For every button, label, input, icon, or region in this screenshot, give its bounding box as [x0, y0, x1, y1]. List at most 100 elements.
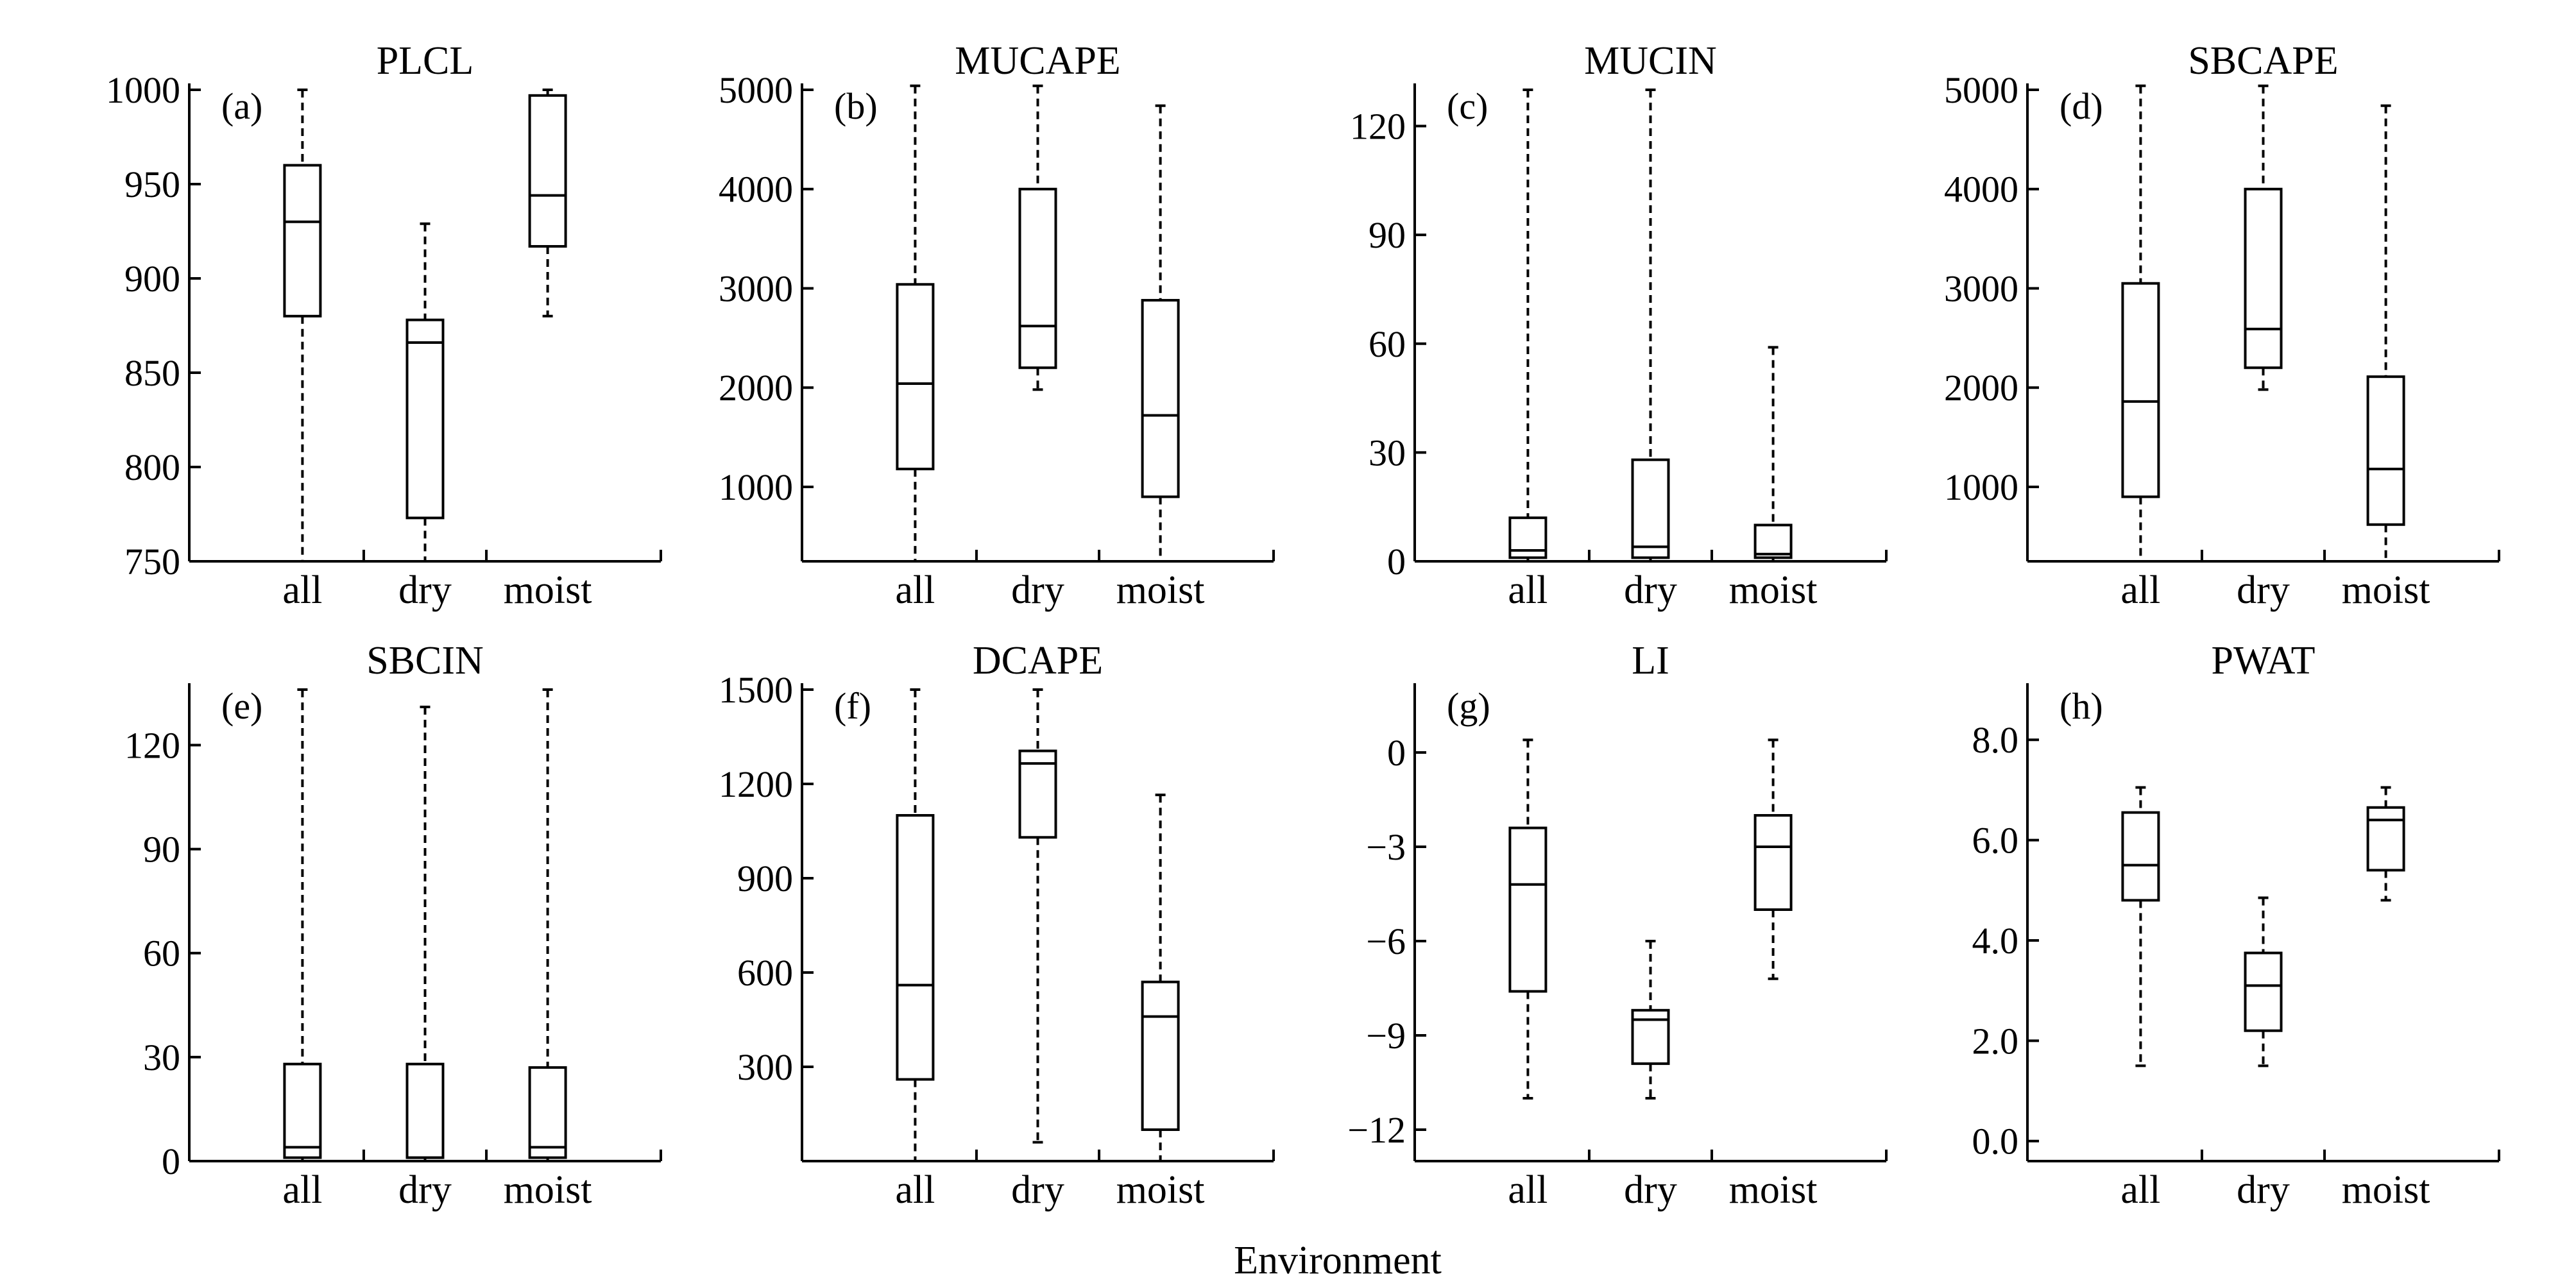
y-tick-label: 300	[737, 1046, 793, 1088]
iqr-box	[2244, 187, 2283, 370]
iqr-box	[2366, 806, 2405, 872]
y-tick-label: 6.0	[1972, 820, 2019, 862]
iqr-box	[2366, 375, 2405, 526]
panel-title: PWAT	[2212, 639, 2316, 683]
y-tick-label: 4000	[719, 169, 793, 210]
box-dry	[2244, 84, 2283, 391]
y-tick-label: −9	[1366, 1015, 1406, 1057]
panel-label: (a)	[221, 85, 262, 127]
x-tick-label: dry	[2237, 1168, 2290, 1212]
x-tick-label: moist	[504, 1168, 592, 1212]
panel-title: PLCL	[377, 39, 474, 83]
box-all	[1508, 89, 1548, 563]
x-tick-label: moist	[504, 568, 592, 612]
box-moist	[1753, 346, 1793, 563]
y-tick-label: 2.0	[1972, 1020, 2019, 1062]
box-all	[896, 688, 935, 1162]
y-tick-label: 900	[737, 858, 793, 899]
x-tick-label: dry	[1011, 568, 1064, 612]
y-tick-label: 600	[737, 952, 793, 994]
box-dry	[405, 222, 445, 563]
panel-title: SBCIN	[366, 639, 484, 683]
box-all	[2121, 786, 2160, 1067]
panel-label: (b)	[834, 85, 878, 127]
iqr-box	[1018, 749, 1057, 839]
x-tick-label: all	[2120, 568, 2160, 612]
x-axis-label: Environment	[1234, 1239, 1442, 1282]
iqr-box	[1508, 826, 1548, 993]
iqr-box	[283, 1062, 322, 1159]
panel-label: (g)	[1447, 685, 1490, 727]
y-tick-label: 2000	[719, 367, 793, 409]
x-tick-label: moist	[1729, 568, 1818, 612]
y-tick-label: 750	[124, 541, 180, 582]
x-tick-label: moist	[2342, 1168, 2430, 1212]
panel-li: LI (g) −12 −9 −6 −3 0 all dry moist	[1347, 639, 1888, 1212]
box-dry	[1631, 940, 1670, 1100]
y-tick-label: 3000	[719, 268, 793, 309]
iqr-box	[2121, 811, 2160, 902]
box-dry	[2244, 896, 2283, 1067]
x-tick-label: all	[2120, 1168, 2160, 1212]
x-tick-label: dry	[1624, 568, 1677, 612]
y-tick-label: 1000	[106, 69, 180, 111]
y-tick-label: 60	[1369, 323, 1406, 365]
box-moist	[528, 89, 567, 318]
box-moist	[2366, 104, 2405, 563]
iqr-box	[2121, 282, 2160, 498]
x-tick-label: all	[1508, 568, 1548, 612]
panel-mucin: MUCIN (c) 0 30 60 90 120 all dry moist	[1350, 39, 1888, 612]
box-moist	[1141, 104, 1180, 563]
y-tick-label: 120	[124, 724, 180, 766]
box-moist	[528, 688, 567, 1162]
y-tick-label: 120	[1350, 106, 1406, 148]
iqr-box	[1753, 814, 1793, 911]
box-moist	[1753, 738, 1793, 980]
y-tick-label: 1000	[1944, 466, 2018, 508]
box-all	[1508, 738, 1548, 1100]
box-dry	[1018, 84, 1057, 391]
y-tick-label: 0	[1387, 541, 1406, 582]
panel-label: (e)	[221, 685, 262, 727]
x-tick-label: dry	[2237, 568, 2290, 612]
panel-label: (h)	[2060, 685, 2103, 727]
panel-label: (d)	[2060, 85, 2103, 127]
box-moist	[1141, 794, 1180, 1162]
iqr-box	[283, 164, 322, 318]
box-all	[896, 84, 935, 563]
iqr-box	[528, 94, 567, 248]
x-tick-label: moist	[2342, 568, 2430, 612]
panel-label: (f)	[834, 685, 871, 727]
x-tick-label: all	[895, 568, 935, 612]
box-all	[2121, 84, 2160, 563]
x-tick-label: moist	[1116, 568, 1205, 612]
y-tick-label: 5000	[1944, 69, 2018, 111]
x-tick-label: all	[282, 1168, 322, 1212]
x-tick-label: dry	[1624, 1168, 1677, 1212]
y-tick-label: 2000	[1944, 367, 2018, 409]
panel-sbcape: SBCAPE (d) 1000 2000 3000 4000 5000 all dry moist	[1944, 39, 2500, 612]
y-tick-label: 30	[1369, 432, 1406, 473]
box-all	[283, 89, 322, 563]
y-tick-label: 30	[143, 1037, 180, 1078]
y-tick-label: 900	[124, 258, 180, 300]
panel-title: LI	[1632, 639, 1669, 683]
iqr-box	[1141, 980, 1180, 1131]
y-tick-label: 90	[143, 829, 180, 871]
iqr-box	[896, 814, 935, 1081]
panel-label: (c)	[1447, 85, 1488, 127]
panel-dcape: DCAPE (f) 300 600 900 1200 1500 all dry moist	[719, 639, 1275, 1212]
y-tick-label: 4000	[1944, 169, 2018, 210]
x-tick-label: dry	[398, 568, 452, 612]
panel-mucape: MUCAPE (b) 1000 2000 3000 4000 5000 all dry moist	[719, 39, 1275, 612]
x-tick-label: moist	[1116, 1168, 1205, 1212]
y-tick-label: 4.0	[1972, 920, 2019, 962]
y-tick-label: 3000	[1944, 268, 2018, 309]
y-tick-label: −12	[1347, 1109, 1406, 1151]
y-tick-label: 5000	[719, 69, 793, 111]
iqr-box	[896, 283, 935, 471]
y-tick-label: 60	[143, 933, 180, 974]
iqr-box	[1141, 299, 1180, 498]
y-tick-label: 800	[124, 446, 180, 488]
panel-pwat: PWAT (h) 0.0 2.0 4.0 6.0 8.0 all dry moist	[1972, 639, 2500, 1212]
